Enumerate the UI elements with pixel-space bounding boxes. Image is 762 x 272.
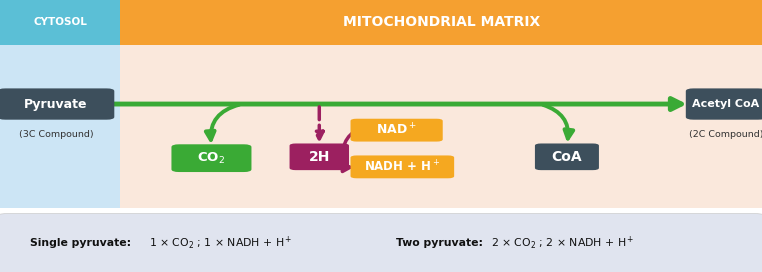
Bar: [120, 0, 762, 45]
Text: CO$_2$: CO$_2$: [197, 151, 226, 166]
FancyBboxPatch shape: [686, 88, 762, 120]
Text: CYTOSOL: CYTOSOL: [34, 17, 87, 27]
FancyBboxPatch shape: [535, 144, 599, 170]
Text: 2H: 2H: [309, 150, 330, 164]
Text: (3C Compound): (3C Compound): [19, 130, 93, 139]
FancyBboxPatch shape: [0, 88, 114, 120]
FancyBboxPatch shape: [351, 119, 443, 142]
FancyBboxPatch shape: [290, 144, 349, 170]
Text: Acetyl CoA: Acetyl CoA: [692, 99, 760, 109]
Bar: [120, 0, 762, 208]
Text: Single pyruvate:: Single pyruvate:: [30, 239, 132, 248]
Bar: [0, 0, 120, 208]
Text: NADH + H$^+$: NADH + H$^+$: [364, 159, 440, 175]
Bar: [0, 0, 120, 45]
Text: Pyruvate: Pyruvate: [24, 98, 88, 110]
Text: MITOCHONDRIAL MATRIX: MITOCHONDRIAL MATRIX: [343, 16, 539, 29]
Text: Two pyruvate:: Two pyruvate:: [396, 239, 483, 248]
FancyBboxPatch shape: [171, 144, 251, 172]
FancyBboxPatch shape: [351, 156, 454, 178]
Text: NAD$^+$: NAD$^+$: [376, 122, 417, 138]
FancyBboxPatch shape: [0, 214, 762, 272]
Text: CoA: CoA: [552, 150, 582, 164]
Text: 1 × CO$_2$ ; 1 × NADH + H$^+$: 1 × CO$_2$ ; 1 × NADH + H$^+$: [149, 235, 292, 252]
Text: 2 × CO$_2$ ; 2 × NADH + H$^+$: 2 × CO$_2$ ; 2 × NADH + H$^+$: [491, 235, 635, 252]
Text: (2C Compound): (2C Compound): [689, 130, 762, 139]
